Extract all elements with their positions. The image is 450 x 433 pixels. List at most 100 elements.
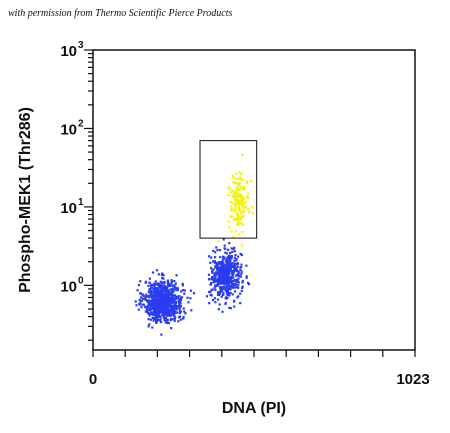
gated-data-point: [236, 189, 239, 192]
data-point: [147, 299, 151, 302]
data-point: [164, 286, 167, 289]
data-point: [217, 269, 220, 272]
data-point: [221, 259, 224, 262]
data-point: [155, 308, 158, 311]
svg-text:3: 3: [78, 40, 84, 51]
data-point: [210, 282, 213, 285]
data-point: [176, 289, 179, 292]
data-point: [155, 311, 158, 314]
data-point: [149, 291, 152, 294]
data-point: [208, 290, 211, 294]
data-point: [173, 314, 176, 317]
data-point: [162, 310, 165, 313]
data-point: [232, 300, 236, 303]
data-point: [147, 295, 150, 298]
data-point: [177, 320, 180, 323]
data-point: [183, 292, 186, 295]
data-point: [151, 313, 154, 316]
data-point: [157, 273, 160, 276]
data-point: [233, 269, 236, 273]
data-point: [178, 312, 181, 315]
gated-data-point: [217, 240, 220, 243]
data-point: [230, 256, 233, 259]
data-point: [231, 273, 234, 277]
data-point: [235, 259, 238, 262]
data-point: [176, 311, 179, 314]
data-point: [149, 318, 152, 321]
data-point: [161, 300, 164, 303]
gated-data-point: [238, 171, 241, 174]
data-point: [223, 279, 226, 282]
gated-data-point: [239, 185, 242, 188]
data-point: [172, 290, 175, 293]
data-point: [155, 299, 159, 302]
data-point: [226, 285, 229, 288]
gated-data-point: [237, 200, 240, 203]
data-point: [177, 306, 180, 309]
data-point: [217, 266, 220, 269]
data-point: [177, 300, 180, 303]
data-point: [226, 290, 229, 293]
data-point: [234, 290, 237, 293]
gated-data-point: [235, 181, 238, 184]
data-point: [208, 277, 211, 281]
data-point: [166, 301, 169, 304]
gated-data-point: [238, 209, 241, 212]
gated-data-point: [242, 198, 245, 201]
data-point: [240, 263, 243, 266]
data-point: [173, 317, 176, 320]
data-point: [153, 295, 156, 298]
gated-data-point: [238, 199, 241, 202]
data-point: [214, 301, 217, 304]
data-point: [161, 277, 164, 280]
data-point: [150, 307, 153, 310]
data-point: [155, 287, 159, 290]
data-point: [223, 277, 226, 280]
x-tick-label-0: 0: [89, 371, 97, 388]
data-point: [231, 250, 234, 253]
data-point: [148, 291, 151, 294]
gated-data-point: [238, 206, 241, 209]
gated-data-point: [232, 190, 235, 193]
data-point: [148, 288, 151, 291]
gated-data-point: [234, 201, 237, 204]
data-point: [154, 311, 157, 314]
data-point: [240, 266, 243, 269]
gated-data-point: [231, 174, 234, 177]
data-point: [166, 305, 169, 308]
gated-data-point: [227, 186, 230, 189]
data-point: [162, 303, 166, 306]
data-point: [152, 271, 155, 274]
gated-data-point: [234, 207, 237, 210]
data-point: [231, 265, 234, 268]
data-point: [216, 277, 220, 280]
data-point: [234, 254, 237, 257]
data-point: [158, 308, 161, 311]
gated-data-point: [242, 188, 245, 191]
data-point: [160, 333, 163, 336]
data-point: [240, 272, 243, 275]
data-point: [218, 262, 221, 265]
data-point: [219, 278, 222, 282]
data-point: [158, 314, 161, 317]
data-point: [140, 306, 143, 309]
data-point: [189, 297, 192, 300]
gated-data-point: [239, 208, 242, 211]
data-point: [156, 293, 159, 296]
data-point: [211, 288, 214, 291]
data-point: [222, 257, 225, 260]
data-point: [154, 316, 157, 319]
data-point: [171, 291, 174, 294]
gated-data-point: [239, 198, 242, 201]
data-point: [215, 268, 219, 271]
data-point: [158, 304, 161, 307]
data-point: [231, 293, 234, 296]
data-point: [215, 278, 218, 281]
gated-data-point: [230, 207, 233, 211]
data-point: [181, 282, 184, 285]
data-point: [170, 327, 173, 330]
gated-data-point: [251, 212, 254, 215]
gated-data-point: [240, 243, 243, 247]
data-point: [147, 304, 150, 307]
